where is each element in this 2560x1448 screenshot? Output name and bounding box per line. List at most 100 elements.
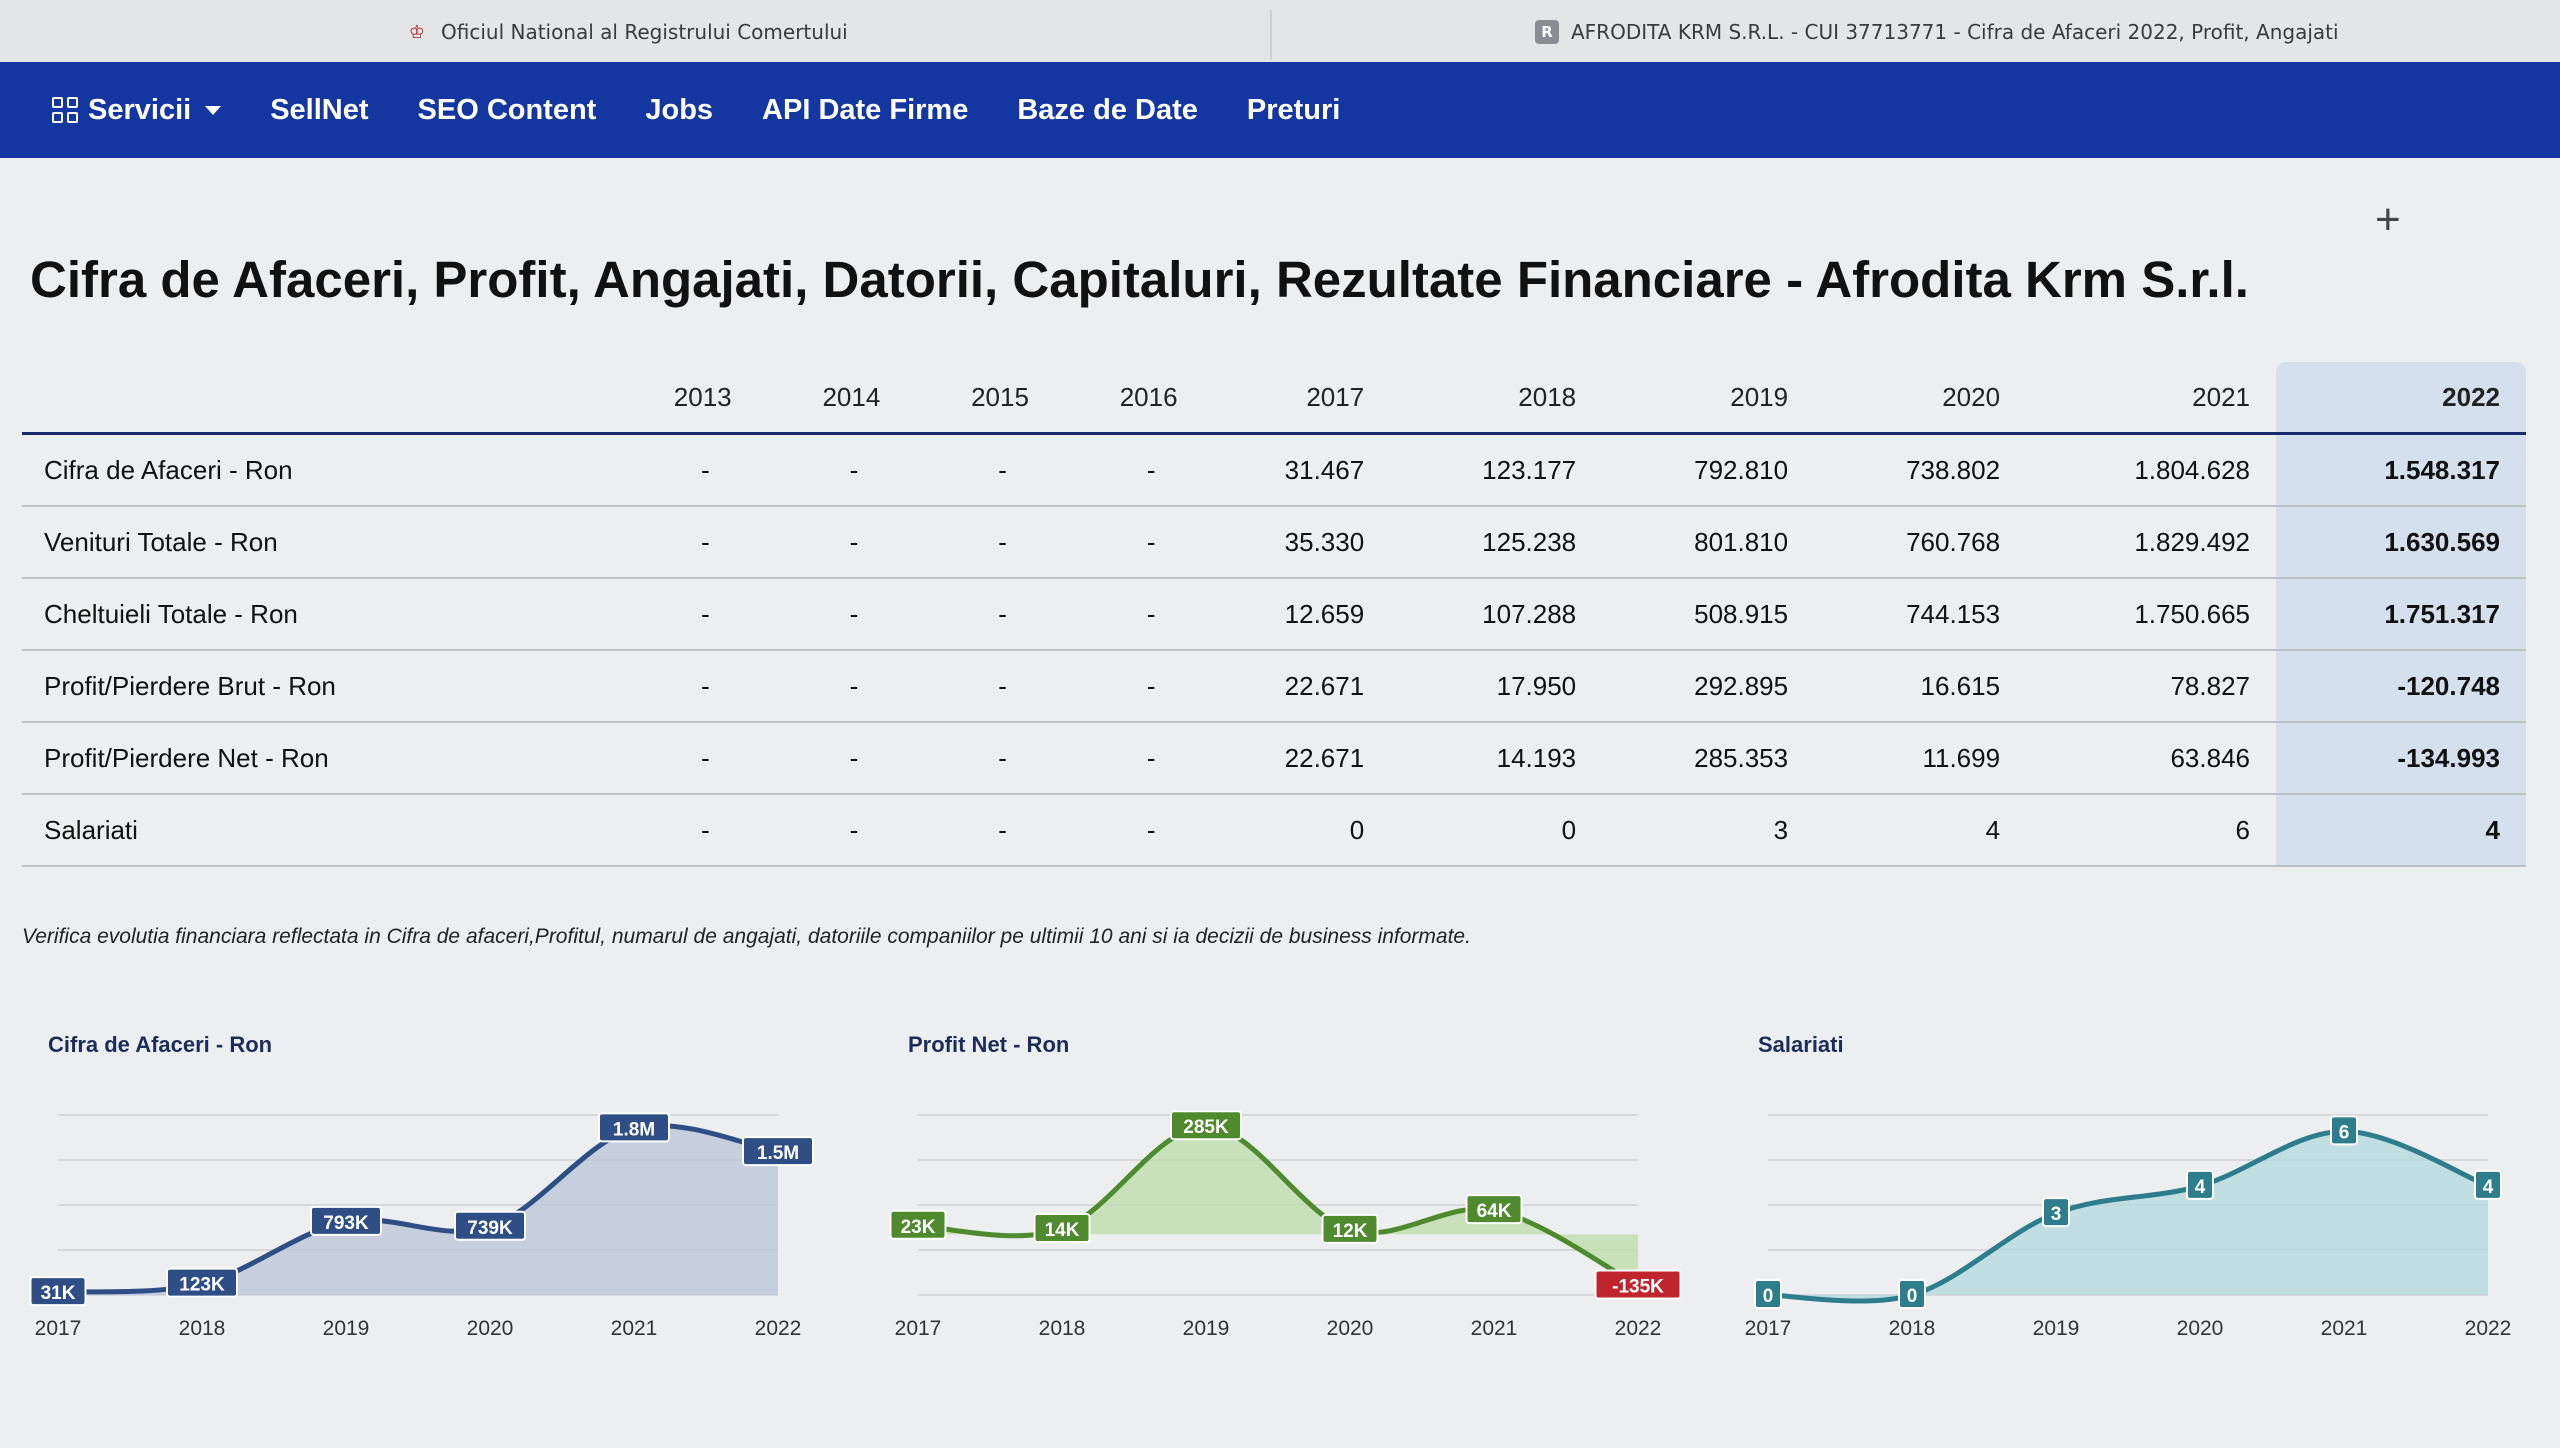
data-label: 14K (1045, 1220, 1080, 1241)
data-label-box (1754, 1279, 1782, 1309)
table-cell: 508.915 (1602, 578, 1815, 651)
row-label: Profit/Pierdere Brut - Ron (22, 650, 609, 723)
table-cell: - (906, 722, 1055, 795)
data-label-box (2042, 1197, 2070, 1228)
table-cell: 285.353 (1602, 722, 1815, 795)
table-cell: 1.804.628 (2026, 433, 2276, 507)
nav-jobs[interactable]: Jobs (645, 93, 714, 126)
main-navbar: Servicii SellNet SEO Content Jobs API Da… (0, 62, 2560, 158)
table-cell: - (1054, 433, 1204, 507)
table-corner-header (22, 362, 609, 435)
nav-servicii[interactable]: Servicii (52, 94, 222, 127)
table-cell: 4 (2276, 794, 2526, 867)
x-tick-label: 2022 (1615, 1317, 1662, 1340)
table-cell: - (757, 794, 907, 867)
chart-salariati-svg: 0 2017 0 2018 3 2019 4 2020 6 2021 4 2022 (1745, 1114, 2511, 1340)
nav-api-date-firme[interactable]: API Date Firme (762, 93, 969, 126)
table-cell: 6 (2026, 794, 2276, 867)
data-label-box (29, 1276, 87, 1307)
nav-preturi[interactable]: Preturi (1246, 93, 1341, 126)
data-label-box (454, 1210, 526, 1241)
table-cell: - (1054, 722, 1204, 795)
data-label-box (2186, 1169, 2214, 1200)
table-cell: 1.630.569 (2276, 506, 2526, 579)
table-cell: - (609, 650, 758, 723)
table-cell: 22.671 (1203, 650, 1391, 723)
table-row: Profit/Pierdere Net - Ron - - - -22.671 14.19… (22, 722, 2526, 795)
x-tick-label: 2017 (895, 1317, 942, 1340)
data-label-box (1033, 1212, 1091, 1243)
data-label-box (2474, 1169, 2502, 1200)
data-label-box (1321, 1213, 1379, 1244)
data-label: 123K (179, 1275, 225, 1296)
data-label-box (889, 1209, 947, 1240)
year-header: 2018 (1390, 362, 1603, 435)
data-label: 64K (1477, 1201, 1512, 1222)
x-tick-label: 2020 (2177, 1317, 2224, 1340)
chart-title: Salariati (1758, 1032, 1844, 1057)
table-cell: - (609, 506, 758, 579)
nav-baze-de-date[interactable]: Baze de Date (1017, 93, 1198, 126)
table-cell: 123.177 (1390, 433, 1603, 507)
nav-sellnet[interactable]: SellNet (270, 93, 369, 126)
data-label: 6 (2339, 1122, 2350, 1143)
year-header: 2017 (1203, 362, 1391, 435)
table-cell: - (757, 722, 907, 795)
table-cell: -120.748 (2276, 650, 2526, 723)
table-cell: - (906, 794, 1055, 867)
table-cell: - (757, 506, 907, 579)
table-cell: - (1054, 578, 1204, 651)
table-cell: 22.671 (1203, 722, 1391, 795)
row-label: Cifra de Afaceri - Ron (22, 433, 609, 507)
table-cell: - (757, 578, 907, 651)
onrc-logo-icon: ♔ (408, 21, 426, 43)
year-header: 2022 (2276, 362, 2526, 435)
series-area (58, 1125, 778, 1295)
table-cell: - (1054, 650, 1204, 723)
year-header: 2021 (2026, 362, 2276, 435)
data-label-box (742, 1136, 814, 1167)
data-label: 4 (2195, 1177, 2206, 1198)
table-cell: - (609, 578, 758, 651)
browser-tab-onrc[interactable]: ♔ Oficiul National al Registrului Comert… (405, 12, 848, 52)
table-row: Cheltuieli Totale - Ron - - - -12.659 107.288… (22, 578, 2526, 651)
table-cell: 0 (1390, 794, 1603, 867)
x-tick-label: 2022 (755, 1317, 802, 1340)
data-label: 1.5M (757, 1143, 799, 1164)
x-tick-label: 2019 (323, 1317, 370, 1340)
table-cell: 107.288 (1390, 578, 1603, 651)
data-label-box (1594, 1269, 1682, 1300)
data-label: 739K (467, 1218, 513, 1239)
plus-icon[interactable]: + (2375, 195, 2401, 244)
x-tick-label: 2018 (1889, 1317, 1936, 1340)
table-cell: - (609, 722, 758, 795)
table-row: Profit/Pierdere Brut - Ron - - - -22.671 17.9… (22, 650, 2526, 723)
table-cell: 4 (1814, 794, 2027, 867)
nav-seo-content[interactable]: SEO Content (417, 93, 597, 126)
table-cell: 125.238 (1390, 506, 1603, 579)
year-header: 2019 (1602, 362, 1815, 435)
year-header: 2015 (906, 362, 1055, 435)
data-label: 23K (901, 1217, 936, 1238)
x-tick-label: 2019 (2033, 1317, 2080, 1340)
chart-title: Cifra de Afaceri - Ron (48, 1032, 273, 1057)
table-cell: - (906, 650, 1055, 723)
x-tick-label: 2021 (2321, 1317, 2368, 1340)
data-label-box (2330, 1115, 2358, 1146)
table-cell: 0 (1203, 794, 1391, 867)
r-favicon-icon: R (1535, 20, 1559, 44)
financial-table: 2013 2014 2015 2016 2017 2018 2019 2020 2021 2022… (22, 362, 2526, 867)
table-cell: 1.750.665 (2026, 578, 2276, 651)
table-row: Venituri Totale - Ron - - - -35.330 125.238 80… (22, 506, 2526, 579)
data-label: 4 (2483, 1177, 2494, 1198)
table-cell: 1.751.317 (2276, 578, 2526, 651)
data-label-box (310, 1205, 382, 1236)
series-line (1767, 1128, 2489, 1304)
data-label: 0 (1763, 1286, 1774, 1307)
table-cell: 292.895 (1602, 650, 1815, 723)
data-label: 3 (2051, 1204, 2062, 1225)
table-cell: - (609, 794, 758, 867)
table-header-row: 2013 2014 2015 2016 2017 2018 2019 2020 2021 2022 (22, 362, 2526, 435)
browser-tab-afrodita[interactable]: R AFRODITA KRM S.R.L. - CUI 37713771 - C… (1535, 12, 2339, 52)
x-tick-label: 2017 (1745, 1317, 1792, 1340)
